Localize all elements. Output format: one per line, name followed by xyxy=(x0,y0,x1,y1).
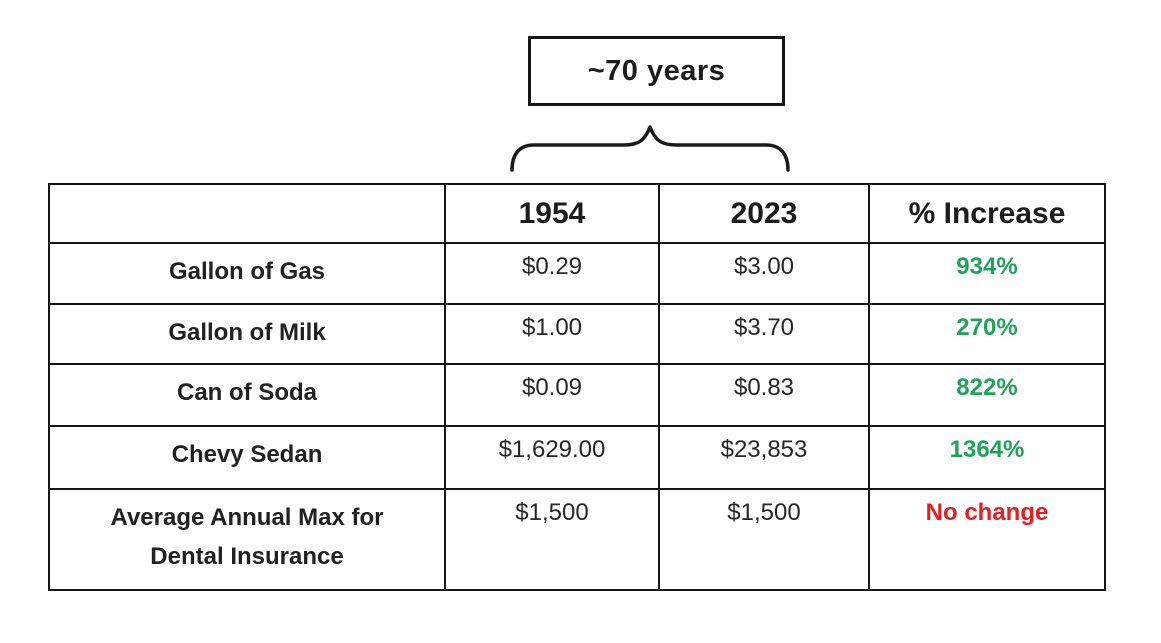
value-1954: $1,500 xyxy=(444,488,660,591)
table-row-can-of-soda: Can of Soda $0.09 $0.83 822% xyxy=(48,363,1106,427)
value-1954: $0.09 xyxy=(444,363,660,427)
table-row-gallon-of-milk: Gallon of Milk $1.00 $3.70 270% xyxy=(48,303,1106,365)
table-row-dental-insurance-max: Average Annual Max for Dental Insurance … xyxy=(48,488,1106,591)
value-2023: $3.00 xyxy=(658,242,870,305)
curly-brace-icon xyxy=(510,125,790,172)
years-callout-label: ~70 years xyxy=(587,54,726,87)
years-callout-box: ~70 years xyxy=(528,36,785,106)
row-label: Can of Soda xyxy=(48,363,446,427)
value-1954: $1.00 xyxy=(444,303,660,365)
row-label: Gallon of Milk xyxy=(48,303,446,365)
row-label: Gallon of Gas xyxy=(48,242,446,305)
header-percent-increase: % Increase xyxy=(868,183,1106,244)
value-2023: $0.83 xyxy=(658,363,870,427)
increase-value: 822% xyxy=(868,363,1106,427)
value-1954: $0.29 xyxy=(444,242,660,305)
increase-value: 1364% xyxy=(868,425,1106,490)
price-comparison-table: 1954 2023 % Increase Gallon of Gas $0.29… xyxy=(48,183,1106,591)
row-label: Average Annual Max for Dental Insurance xyxy=(48,488,446,591)
increase-value: 934% xyxy=(868,242,1106,305)
value-2023: $3.70 xyxy=(658,303,870,365)
table-row-chevy-sedan: Chevy Sedan $1,629.00 $23,853 1364% xyxy=(48,425,1106,490)
value-2023: $1,500 xyxy=(658,488,870,591)
row-label: Chevy Sedan xyxy=(48,425,446,490)
increase-value: No change xyxy=(868,488,1106,591)
table-row-gallon-of-gas: Gallon of Gas $0.29 $3.00 934% xyxy=(48,242,1106,305)
table-header-row: 1954 2023 % Increase xyxy=(48,183,1106,244)
value-1954: $1,629.00 xyxy=(444,425,660,490)
header-2023: 2023 xyxy=(658,183,870,244)
header-1954: 1954 xyxy=(444,183,660,244)
value-2023: $23,853 xyxy=(658,425,870,490)
header-item-blank xyxy=(48,183,446,244)
increase-value: 270% xyxy=(868,303,1106,365)
